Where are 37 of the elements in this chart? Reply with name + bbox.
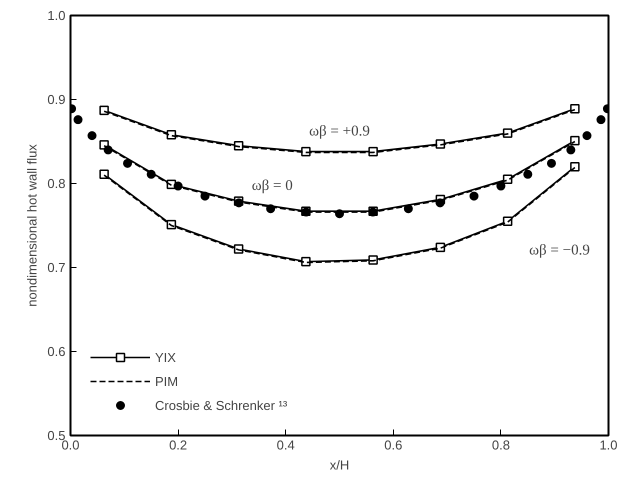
- point: [123, 158, 132, 168]
- point: [582, 131, 592, 140]
- point: [470, 192, 478, 201]
- point: [496, 182, 506, 191]
- annotation: ωβ = +0.9: [309, 124, 370, 140]
- point: [566, 145, 576, 154]
- y-tick-label: 0.8: [47, 176, 66, 191]
- legend-label: Crosbie & Schrenker ¹³: [155, 398, 288, 412]
- y-tick-label: 0.9: [47, 92, 66, 107]
- x-tick-label: 0.6: [384, 438, 402, 452]
- x-tick-label: 0.2: [169, 438, 188, 452]
- x-tick-label: 0.4: [276, 438, 295, 452]
- x-axis-title: x/H: [330, 458, 350, 472]
- point: [74, 115, 83, 124]
- point: [146, 170, 156, 179]
- legend-label: PIM: [155, 374, 178, 388]
- y-tick-label: 1.0: [47, 8, 66, 23]
- point: [174, 182, 183, 191]
- x-tick-label: 0.8: [492, 438, 510, 452]
- point: [570, 136, 580, 146]
- point: [546, 158, 556, 168]
- y-axis-title: nondimensional hot wall flux: [24, 144, 40, 307]
- point: [88, 131, 97, 140]
- point: [596, 115, 606, 124]
- point: [200, 192, 210, 201]
- point: [104, 145, 113, 154]
- annotation: ωβ = −0.9: [529, 242, 590, 258]
- x-tick-label: 1.0: [599, 438, 618, 452]
- y-tick-label: 0.6: [47, 344, 66, 359]
- point: [436, 198, 445, 208]
- y-tick-label: 0.7: [47, 260, 66, 275]
- point: [266, 204, 276, 214]
- annotation: ωβ = 0: [252, 178, 293, 194]
- point: [523, 170, 532, 179]
- legend-label: YIX: [155, 350, 176, 364]
- point: [404, 204, 413, 214]
- point: [335, 209, 344, 218]
